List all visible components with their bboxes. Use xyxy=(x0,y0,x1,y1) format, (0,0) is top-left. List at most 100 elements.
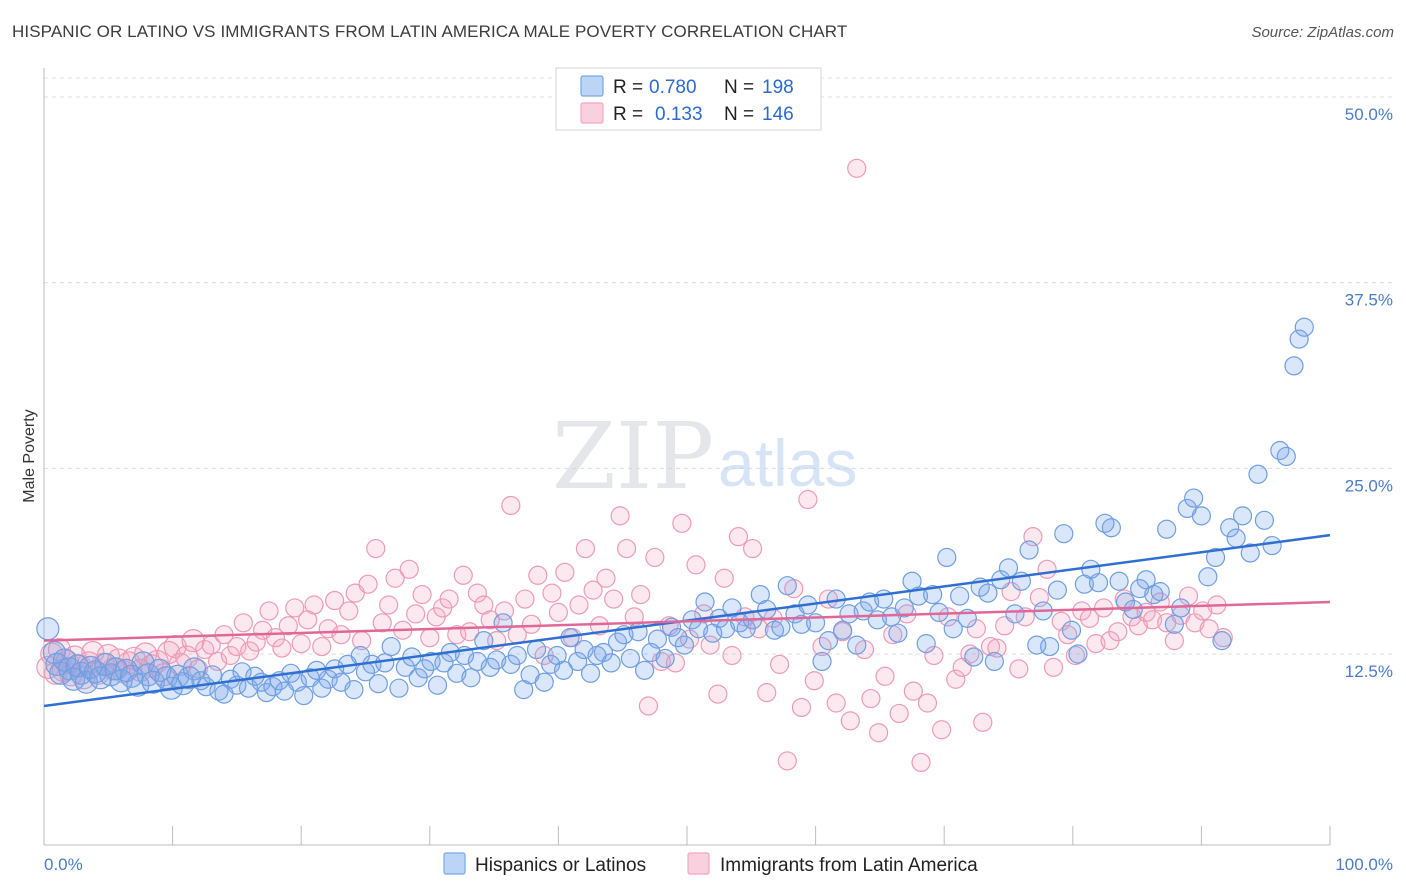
point-hispanic xyxy=(1068,644,1088,664)
point-hispanic xyxy=(389,678,409,698)
point-hispanic xyxy=(1019,540,1039,560)
point-immigrant xyxy=(728,527,749,547)
legend-swatch-blue xyxy=(580,75,604,97)
legend-swatch-pink xyxy=(580,102,604,124)
point-hispanic xyxy=(647,629,668,649)
legend-n-label-1: N = xyxy=(724,77,754,98)
legend-r-label-2: R = xyxy=(613,104,643,125)
point-hispanic xyxy=(526,639,547,660)
point-immigrant xyxy=(233,613,253,633)
legend-top: R = 0.780 N = 198 R = 0.133 N = 146 xyxy=(555,67,822,131)
y-tick-label: 25.0% xyxy=(1345,476,1393,495)
point-immigrant xyxy=(325,590,345,611)
point-hispanic xyxy=(415,659,435,679)
point-hispanic xyxy=(695,592,715,612)
grid-lines xyxy=(44,77,1392,655)
point-hispanic xyxy=(507,645,527,666)
point-immigrant xyxy=(259,601,279,621)
point-immigrant xyxy=(757,683,777,703)
point-immigrant xyxy=(638,696,659,716)
point-hispanic xyxy=(487,650,507,670)
legend-bottom-swatch-pink xyxy=(687,852,710,875)
point-immigrant xyxy=(714,568,734,588)
point-hispanic xyxy=(534,672,554,692)
point-hispanic xyxy=(950,586,970,606)
point-immigrant xyxy=(645,547,665,568)
point-hispanic xyxy=(634,660,655,680)
point-hispanic xyxy=(1171,598,1191,618)
point-immigrant xyxy=(804,671,824,691)
point-immigrant xyxy=(973,712,993,732)
legend-series-hispanics: Hispanics or Latinos xyxy=(475,855,646,876)
axes xyxy=(43,68,1331,846)
point-immigrant xyxy=(861,688,881,709)
point-immigrant xyxy=(826,693,846,713)
point-immigrant xyxy=(439,589,459,609)
point-immigrant xyxy=(406,604,426,624)
point-immigrant xyxy=(665,653,686,673)
point-immigrant xyxy=(331,625,351,645)
point-hispanic xyxy=(812,651,832,672)
point-hispanic xyxy=(668,628,688,648)
point-hispanic xyxy=(1054,524,1074,544)
point-immigrant xyxy=(285,598,305,618)
point-immigrant xyxy=(1164,631,1184,651)
point-hispanic xyxy=(480,657,500,677)
point-hispanic xyxy=(568,651,588,672)
y-tick-label: 37.5% xyxy=(1345,291,1393,310)
point-immigrant xyxy=(399,559,419,579)
legend-series-immigrants: Immigrants from Latin America xyxy=(720,855,978,876)
legend-n-value-1: 198 xyxy=(762,77,794,98)
point-hispanic xyxy=(1150,582,1170,602)
point-immigrant xyxy=(924,645,944,666)
point-hispanic xyxy=(1205,547,1226,568)
point-hispanic xyxy=(375,653,395,673)
source-label: Source: ZipAtlas.com xyxy=(1251,24,1394,41)
point-immigrant xyxy=(875,666,895,686)
point-hispanic xyxy=(1248,464,1268,484)
point-hispanic xyxy=(580,663,601,683)
point-hispanic xyxy=(771,617,791,637)
point-hispanic xyxy=(461,668,481,688)
point-immigrant xyxy=(453,565,473,585)
point-hispanic xyxy=(1294,317,1314,337)
point-immigrant xyxy=(889,703,909,724)
point-hispanic xyxy=(998,558,1019,578)
point-hispanic xyxy=(1115,592,1136,612)
point-hispanic xyxy=(1191,506,1212,526)
point-hispanic xyxy=(943,619,963,639)
point-hispanic xyxy=(447,663,467,683)
point-hispanic xyxy=(620,648,641,669)
point-immigrant xyxy=(1037,559,1057,579)
legend-n-label-2: N = xyxy=(724,104,754,125)
point-hispanic xyxy=(593,642,614,663)
point-hispanic xyxy=(1109,571,1129,591)
point-immigrant xyxy=(188,659,208,679)
y-axis-label: Male Poverty xyxy=(21,409,38,502)
point-immigrant xyxy=(227,636,247,657)
point-immigrant xyxy=(420,628,440,648)
point-immigrant xyxy=(672,513,692,533)
point-immigrant xyxy=(467,583,487,603)
point-immigrant xyxy=(932,720,952,740)
point-hispanic xyxy=(923,584,943,605)
point-hispanic xyxy=(381,636,401,657)
point-hispanic xyxy=(655,648,675,669)
point-hispanic xyxy=(1289,329,1309,349)
point-immigrant xyxy=(911,752,931,773)
point-immigrant xyxy=(847,158,867,178)
point-hispanic xyxy=(964,647,984,667)
point-hispanic xyxy=(1040,636,1060,657)
point-immigrant xyxy=(304,595,324,615)
chart-title: HISPANIC OR LATINO VS IMMIGRANTS FROM LA… xyxy=(12,22,848,41)
point-hispanic xyxy=(1284,356,1304,376)
point-hispanic xyxy=(104,657,128,681)
point-hispanic xyxy=(833,620,853,640)
point-hispanic xyxy=(1088,573,1109,593)
point-hispanic xyxy=(368,674,388,694)
trend-line-immigrants xyxy=(43,600,1331,642)
point-hispanic xyxy=(553,660,574,680)
point-immigrant xyxy=(548,602,569,623)
point-hispanic xyxy=(427,675,448,695)
